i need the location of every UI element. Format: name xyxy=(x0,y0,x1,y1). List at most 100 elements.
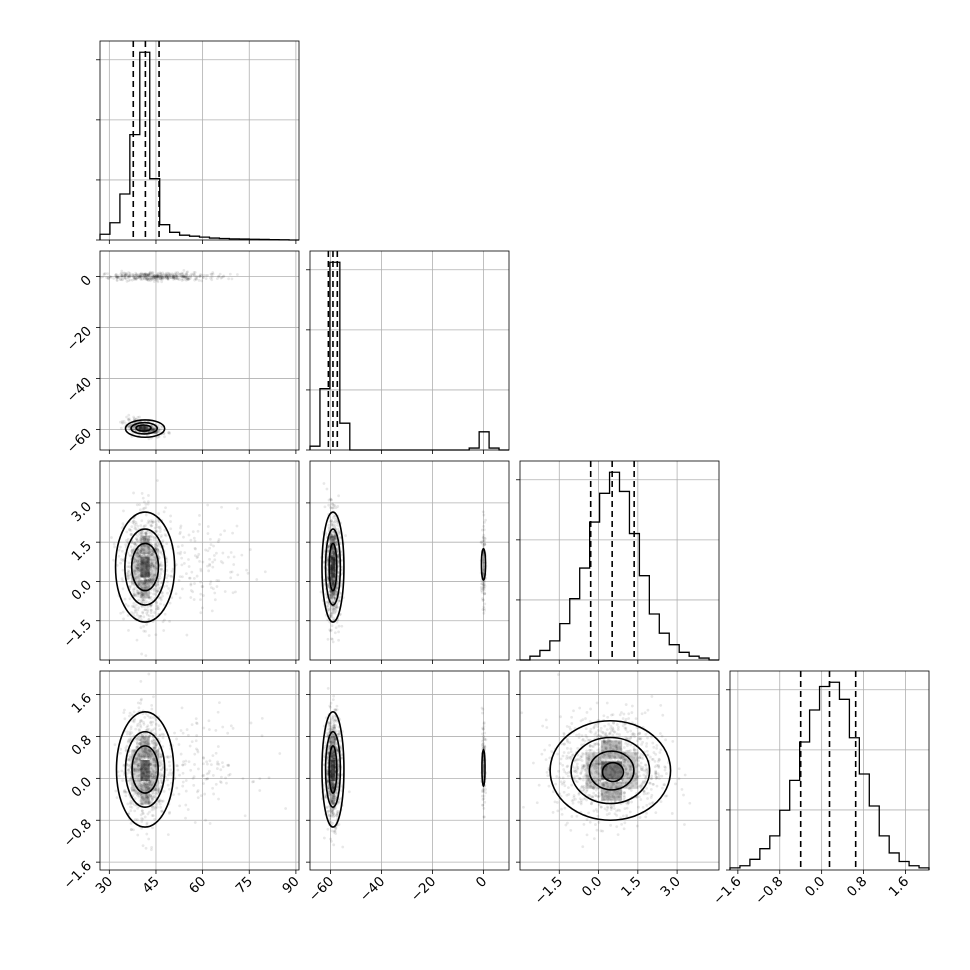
sample-point xyxy=(148,596,152,600)
sample-point xyxy=(582,765,586,769)
sample-point xyxy=(575,765,579,768)
sample-point xyxy=(480,587,484,591)
sample-point xyxy=(166,574,170,577)
sample-point xyxy=(144,585,147,589)
sample-point xyxy=(150,752,154,755)
sample-point xyxy=(331,545,335,549)
sample-point xyxy=(568,725,571,729)
sample-point xyxy=(137,556,140,560)
sample-point xyxy=(337,530,341,533)
sample-point xyxy=(630,765,633,769)
sample-point xyxy=(339,453,342,456)
sample-point xyxy=(146,540,150,544)
sample-point xyxy=(598,794,601,798)
sample-point xyxy=(550,750,554,753)
sample-point xyxy=(602,783,606,787)
sample-point xyxy=(145,276,148,280)
sample-point xyxy=(149,550,153,554)
sample-point xyxy=(165,584,169,588)
sample-point xyxy=(201,560,205,564)
sample-point xyxy=(135,745,139,749)
density-contour xyxy=(570,736,651,805)
sample-point xyxy=(331,581,334,585)
sample-point xyxy=(138,552,141,556)
sample-point xyxy=(145,728,149,732)
sample-point xyxy=(585,711,589,714)
sample-point xyxy=(149,716,153,720)
sample-point xyxy=(610,754,614,758)
sample-point xyxy=(555,801,559,804)
panel-body xyxy=(319,453,488,644)
sample-point xyxy=(126,276,130,280)
sample-point xyxy=(628,768,632,772)
sample-point xyxy=(193,539,197,543)
sample-point xyxy=(172,274,175,278)
sample-point xyxy=(580,764,584,767)
sample-point xyxy=(331,535,335,539)
sample-point xyxy=(221,275,225,279)
sample-point xyxy=(117,274,120,277)
sample-point xyxy=(150,553,154,556)
sample-point xyxy=(628,776,632,780)
sample-point xyxy=(132,568,135,572)
sample-point xyxy=(141,795,144,799)
sample-point xyxy=(135,768,139,772)
density-contour xyxy=(114,511,176,623)
sample-point xyxy=(186,276,190,279)
sample-point xyxy=(140,719,144,723)
sample-point xyxy=(120,419,124,423)
sample-point xyxy=(143,748,147,752)
sample-point xyxy=(137,770,141,773)
sample-point xyxy=(650,793,654,797)
sample-point xyxy=(142,783,146,787)
sample-point xyxy=(326,600,330,604)
sample-point xyxy=(587,776,591,779)
panel-body xyxy=(113,672,288,852)
sample-point xyxy=(332,607,335,611)
sample-point xyxy=(132,591,136,594)
grid-lines xyxy=(310,461,509,660)
sample-point xyxy=(327,585,330,589)
sample-point xyxy=(180,556,184,560)
sample-point xyxy=(594,794,598,798)
sample-point xyxy=(161,552,164,556)
sample-point xyxy=(143,781,147,785)
sample-point xyxy=(577,800,581,804)
sample-point xyxy=(128,757,132,761)
sample-point xyxy=(173,272,176,276)
sample-point xyxy=(148,754,152,758)
sample-point xyxy=(134,593,138,597)
sample-point xyxy=(664,738,668,742)
sample-point xyxy=(126,730,129,734)
sample-point xyxy=(133,768,137,772)
sample-point xyxy=(331,581,335,584)
sample-point xyxy=(569,755,573,759)
sample-point xyxy=(657,759,660,763)
sample-point xyxy=(659,800,663,804)
sample-point xyxy=(630,800,633,804)
sample-point xyxy=(140,548,144,551)
sample-point xyxy=(144,742,148,746)
sample-point xyxy=(595,771,599,775)
sample-point xyxy=(115,276,118,280)
sample-point xyxy=(161,736,165,740)
sample-point xyxy=(162,629,166,632)
sample-point xyxy=(163,533,167,537)
sample-point xyxy=(126,769,130,772)
y-tick-label: −40 xyxy=(64,374,95,405)
sample-point xyxy=(151,791,155,794)
sample-point xyxy=(135,566,139,570)
sample-point xyxy=(481,542,485,546)
sample-point xyxy=(146,789,149,793)
grid-lines xyxy=(108,41,297,240)
sample-point xyxy=(131,719,135,723)
sample-point xyxy=(334,506,338,510)
sample-point xyxy=(640,756,643,760)
sample-point xyxy=(152,586,156,590)
sample-point xyxy=(566,774,570,778)
sample-point xyxy=(152,552,155,555)
sample-point xyxy=(611,727,615,731)
sample-point xyxy=(133,425,136,429)
sample-point xyxy=(178,532,182,536)
sample-point xyxy=(655,776,659,779)
